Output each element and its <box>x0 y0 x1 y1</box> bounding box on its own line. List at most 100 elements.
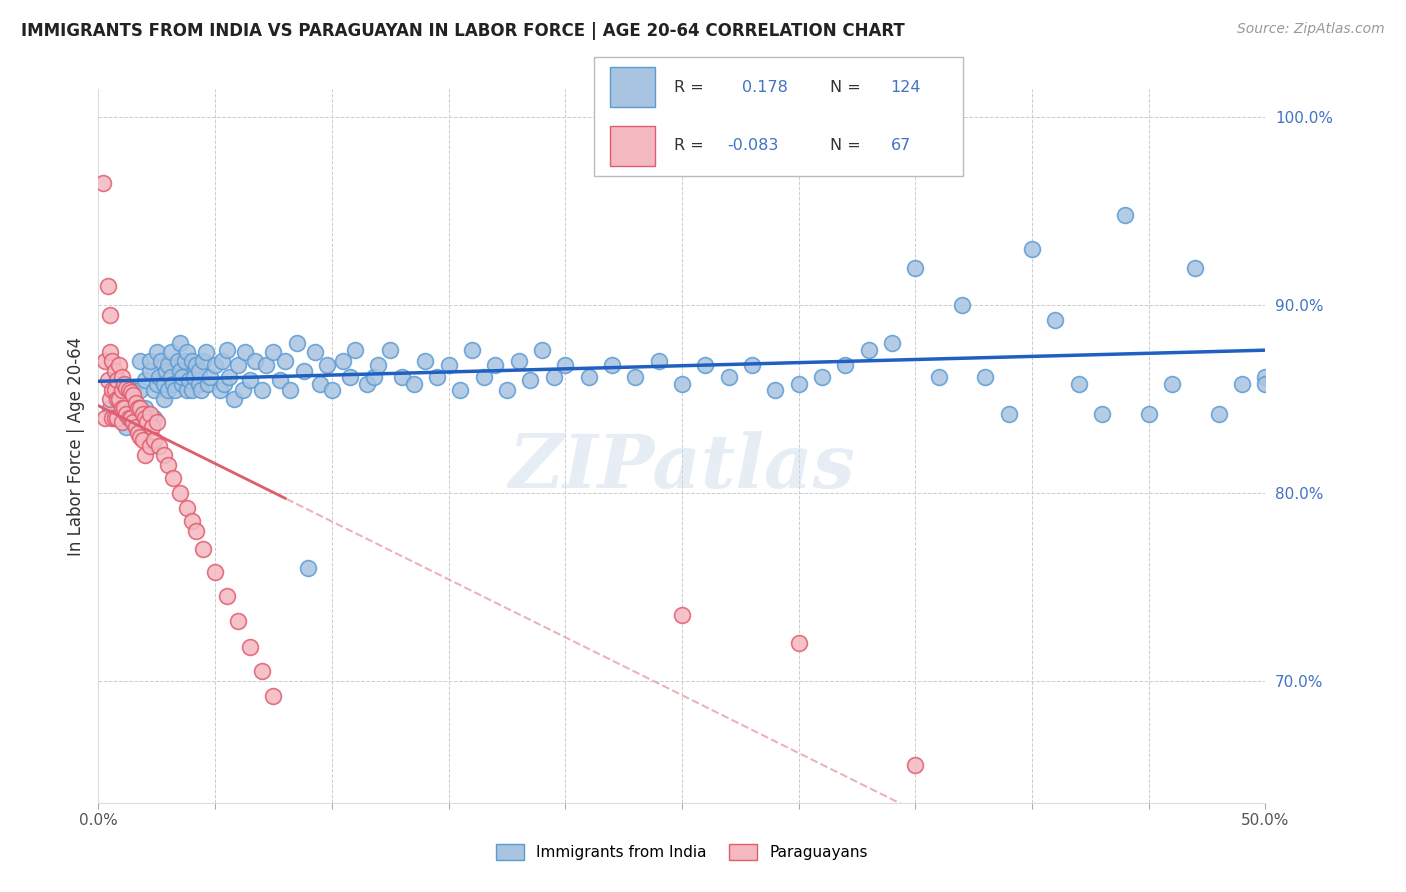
Point <box>157 383 180 397</box>
Point <box>1208 407 1230 421</box>
Point <box>763 383 786 397</box>
Point <box>101 383 124 397</box>
Point <box>143 383 166 397</box>
Text: IMMIGRANTS FROM INDIA VS PARAGUAYAN IN LABOR FORCE | AGE 20-64 CORRELATION CHART: IMMIGRANTS FROM INDIA VS PARAGUAYAN IN L… <box>21 22 905 40</box>
Point <box>950 298 973 312</box>
Point <box>274 354 297 368</box>
Point <box>197 377 219 392</box>
Point <box>98 401 121 416</box>
Point <box>91 176 114 190</box>
Point <box>150 354 173 368</box>
FancyBboxPatch shape <box>595 57 963 176</box>
Point <box>256 358 278 372</box>
Point <box>104 364 127 378</box>
Point <box>111 410 134 425</box>
Point <box>543 369 565 384</box>
Point <box>1091 407 1114 421</box>
Point <box>262 345 284 359</box>
Point <box>125 420 148 434</box>
Point <box>165 383 187 397</box>
Point <box>169 486 191 500</box>
Point <box>519 373 541 387</box>
Point <box>186 358 208 372</box>
Point <box>600 358 623 372</box>
Text: ZIPatlas: ZIPatlas <box>509 431 855 504</box>
Point <box>1254 369 1277 384</box>
Point <box>104 410 127 425</box>
Point <box>858 343 880 358</box>
Point <box>152 449 174 463</box>
Text: N =: N = <box>830 138 860 153</box>
Point <box>250 383 273 397</box>
Point <box>166 354 188 368</box>
Point <box>811 369 834 384</box>
Point <box>193 354 215 368</box>
Point <box>134 410 156 425</box>
Point <box>122 388 145 402</box>
Text: 0.178: 0.178 <box>742 79 789 95</box>
Point <box>132 434 155 448</box>
Point <box>148 369 170 384</box>
Point <box>180 514 202 528</box>
Point <box>695 358 717 372</box>
Point <box>122 415 145 429</box>
Point <box>624 369 647 384</box>
Point <box>176 500 198 515</box>
Point <box>143 434 166 448</box>
Point <box>97 373 120 387</box>
Point <box>339 369 361 384</box>
Point <box>321 383 343 397</box>
Point <box>204 358 226 372</box>
Point <box>356 377 378 392</box>
Point <box>98 308 121 322</box>
Point <box>101 410 124 425</box>
Point <box>101 354 124 368</box>
Point <box>304 345 326 359</box>
Point <box>190 383 212 397</box>
Point <box>269 373 291 387</box>
Text: Source: ZipAtlas.com: Source: ZipAtlas.com <box>1237 22 1385 37</box>
Point <box>127 401 149 416</box>
Point <box>115 420 138 434</box>
Point <box>204 565 226 579</box>
Point <box>180 383 202 397</box>
Point <box>215 589 238 603</box>
Point <box>235 345 257 359</box>
Point <box>139 439 162 453</box>
Point <box>115 381 138 395</box>
Point <box>134 401 156 416</box>
Point <box>262 689 284 703</box>
Point <box>134 449 156 463</box>
Point <box>111 369 134 384</box>
Point <box>134 373 156 387</box>
Point <box>413 354 436 368</box>
Point <box>112 401 135 416</box>
Point <box>232 383 254 397</box>
Point <box>111 401 134 416</box>
Point <box>717 369 740 384</box>
Point <box>139 364 162 378</box>
Point <box>297 561 319 575</box>
Point <box>176 345 198 359</box>
Point <box>449 383 471 397</box>
FancyBboxPatch shape <box>610 126 655 166</box>
Point <box>787 636 810 650</box>
Point <box>1114 208 1136 222</box>
Point <box>146 345 169 359</box>
Point <box>292 364 315 378</box>
Point <box>904 260 927 275</box>
FancyBboxPatch shape <box>610 67 655 107</box>
Point <box>200 369 222 384</box>
Legend: Immigrants from India, Paraguayans: Immigrants from India, Paraguayans <box>491 838 873 866</box>
Point <box>228 358 250 372</box>
Point <box>139 407 162 421</box>
Point <box>530 343 553 358</box>
Point <box>141 420 163 434</box>
Point <box>105 392 128 406</box>
Point <box>787 377 810 392</box>
Point <box>120 384 142 399</box>
Point <box>108 392 131 406</box>
Point <box>111 383 134 397</box>
Point <box>671 607 693 622</box>
Point <box>105 410 128 425</box>
